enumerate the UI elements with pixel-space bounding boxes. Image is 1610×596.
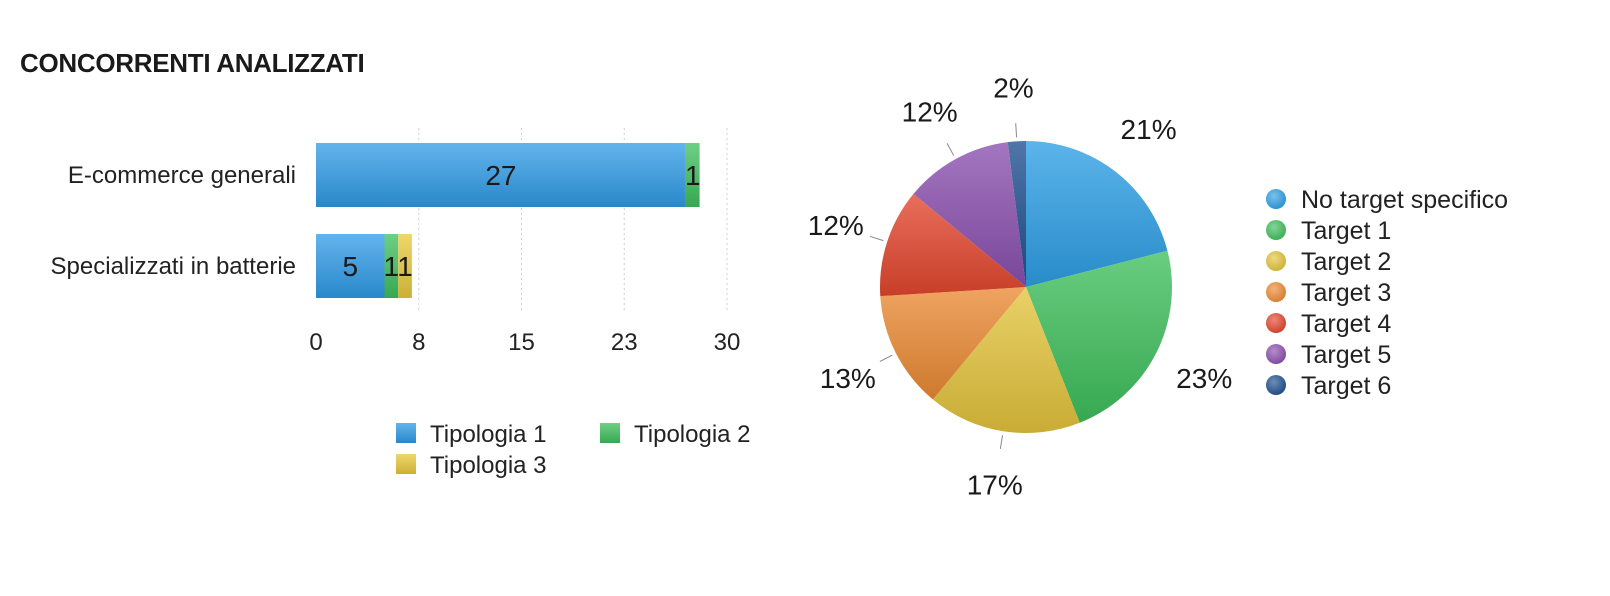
bar-data-label: 1 (384, 251, 400, 282)
bar-data-label: 1 (397, 251, 413, 282)
pie-slice-target-2[interactable] (932, 287, 1080, 434)
legend-marker-target-2 (1266, 251, 1286, 271)
legend-marker-target-6 (1266, 375, 1286, 395)
bar-tipologia-1[interactable] (316, 143, 686, 207)
pie-value-label: 2% (993, 72, 1033, 103)
legend-marker-target-4 (1266, 313, 1286, 333)
legend-marker-no-target-specifico (1266, 189, 1286, 209)
legend-marker-target-1 (1266, 220, 1286, 240)
legend-label: Target 1 (1301, 217, 1391, 245)
bar-tipologia-2[interactable] (384, 234, 399, 298)
bar-data-label: 27 (485, 160, 516, 191)
page-title: CONCORRENTI ANALIZZATI (20, 48, 365, 78)
bar-data-label: 1 (685, 160, 701, 191)
pie-leader-line (946, 143, 955, 156)
category-label: E-commerce generali (68, 162, 296, 189)
legend-swatch-tipologia-2 (600, 423, 620, 443)
pie-value-label: 21% (1121, 114, 1177, 145)
pie-slice-target-4[interactable] (879, 193, 1026, 297)
bar-tipologia-1[interactable] (316, 234, 385, 298)
pie-value-label: 12% (808, 210, 864, 241)
x-tick-label: 0 (309, 329, 322, 356)
pie-slice-target-3[interactable] (880, 287, 1026, 400)
legend-swatch-tipologia-1 (396, 423, 416, 443)
pie-value-label: 23% (1176, 363, 1232, 394)
pie-leader-line (999, 435, 1004, 450)
x-tick-label: 23 (611, 329, 638, 356)
pie-value-label: 13% (820, 363, 876, 394)
pie-leader-line (869, 235, 884, 242)
x-tick-label: 30 (714, 329, 741, 356)
bar-data-label: 5 (342, 251, 358, 282)
legend-swatch-tipologia-3 (396, 454, 416, 474)
pie-leader-line (1015, 123, 1018, 138)
pie-chart: 21% 23% 17% 13% 12% 12% 2% No target specifico T… (808, 72, 1508, 500)
legend-label: No target specifico (1301, 186, 1508, 214)
x-tick-label: 15 (508, 329, 535, 356)
pie-value-label: 12% (902, 97, 958, 128)
pie-leader-line (879, 354, 893, 362)
pie-slice-target-5[interactable] (913, 142, 1026, 287)
legend-label: Tipologia 1 (430, 421, 547, 448)
legend-label: Target 6 (1301, 372, 1391, 400)
category-label: Specializzati in batterie (51, 253, 296, 280)
legend-label: Target 4 (1301, 310, 1391, 338)
legend-label: Target 5 (1301, 341, 1391, 369)
pie-slice-target-1[interactable] (1026, 250, 1172, 423)
x-tick-label: 8 (412, 329, 425, 356)
bar-tipologia-3[interactable] (398, 234, 412, 298)
legend-label: Target 2 (1301, 248, 1391, 276)
pie-slice-target-6[interactable] (1007, 141, 1026, 287)
legend-marker-target-3 (1266, 282, 1286, 302)
bar-tipologia-2[interactable] (685, 143, 700, 207)
legend-marker-target-5 (1266, 344, 1286, 364)
legend-label: Tipologia 2 (634, 421, 751, 448)
pie-slice-no-target-specifico[interactable] (1026, 141, 1168, 287)
legend-label: Tipologia 3 (430, 452, 547, 479)
pie-value-label: 17% (967, 470, 1023, 501)
legend-label: Target 3 (1301, 279, 1391, 307)
bar-chart: 0 8 15 23 30E-commerce generali 27 1Specializz… (51, 128, 751, 479)
